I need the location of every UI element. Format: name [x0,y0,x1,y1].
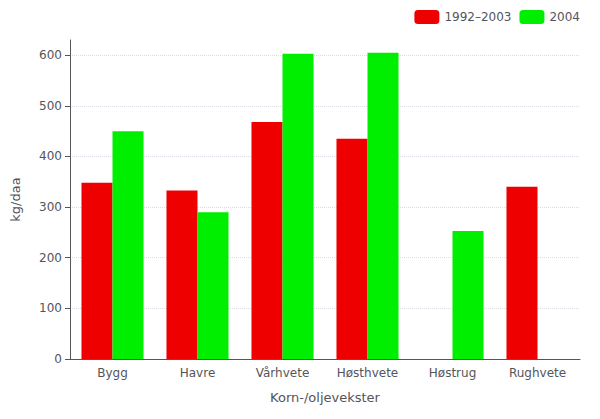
svg-text:200: 200 [39,251,62,265]
svg-text:600: 600 [39,48,62,62]
svg-text:0: 0 [54,352,62,366]
svg-text:Havre: Havre [180,366,216,380]
svg-text:300: 300 [39,200,62,214]
svg-text:Bygg: Bygg [97,366,128,380]
svg-text:Høsthvete: Høsthvete [337,366,399,380]
svg-text:Rughvete: Rughvete [509,366,566,380]
svg-text:2004: 2004 [549,10,580,24]
svg-text:Høstrug: Høstrug [429,366,476,380]
svg-text:Korn-/oljevekster: Korn-/oljevekster [270,390,381,405]
svg-text:100: 100 [39,301,62,315]
svg-text:Vårhvete: Vårhvete [256,366,310,380]
svg-text:400: 400 [39,149,62,163]
svg-text:500: 500 [39,99,62,113]
svg-text:kg/daa: kg/daa [8,177,23,221]
svg-text:1992–2003: 1992–2003 [444,10,511,24]
